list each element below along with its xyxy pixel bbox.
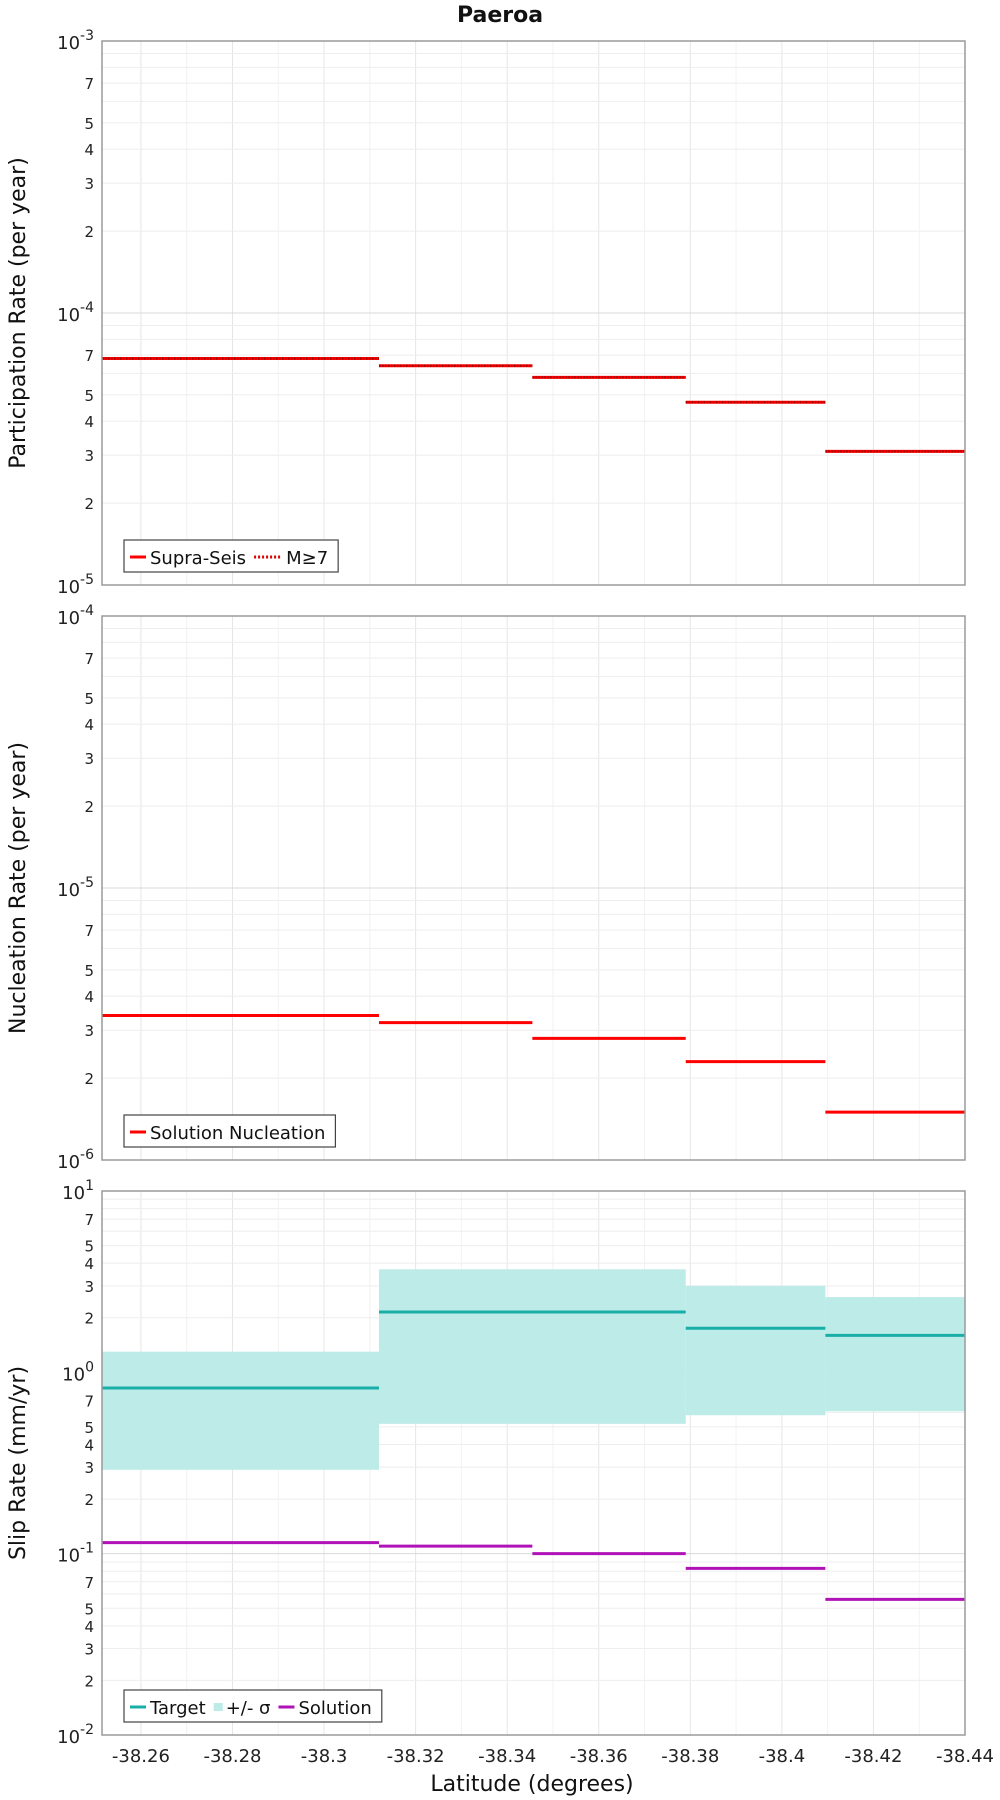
legend-box xyxy=(123,539,339,573)
y-minor-tick-label: 2 xyxy=(84,495,94,513)
sigma-band-segment xyxy=(685,1285,826,1416)
legend-label-item: +/- σ xyxy=(226,1698,271,1719)
plot-frame xyxy=(101,615,966,1161)
y-minor-tick-label: 2 xyxy=(84,1672,94,1690)
panel-1: 10-5 2 3 4 5 7 10-4 2 3 4 5 7 10-3 Participation Rate… xyxy=(6,28,966,598)
x-tick-label: -38.3 xyxy=(301,1746,348,1767)
y-minor-tick-label: 4 xyxy=(84,716,94,734)
y-minor-tick-label: 4 xyxy=(84,988,94,1006)
y-tick-label: 10-4 xyxy=(57,603,94,629)
legend-swatch-item xyxy=(213,1703,223,1711)
y-minor-tick-label: 3 xyxy=(84,1640,94,1658)
y-tick-label: 10-5 xyxy=(57,572,94,598)
y-minor-tick-label: 2 xyxy=(84,1310,94,1328)
y-minor-tick-label: 4 xyxy=(84,141,94,159)
y-minor-tick-label: 7 xyxy=(84,1574,94,1592)
y-minor-tick-label: 4 xyxy=(84,1255,94,1273)
y-minor-tick-label: 2 xyxy=(84,1070,94,1088)
legend-label-target: Target xyxy=(149,1698,206,1719)
chart-title: Paeroa xyxy=(457,3,543,28)
y-minor-tick-label: 2 xyxy=(84,223,94,241)
y-minor-tick-label: 4 xyxy=(84,413,94,431)
y-tick-label: 10-2 xyxy=(57,1722,94,1748)
plot-frame xyxy=(101,1190,966,1736)
panel-2: 10-6 2 3 4 5 7 10-5 2 3 4 5 7 10-4 Nucleation Rate (p… xyxy=(6,603,966,1173)
legend-box xyxy=(123,1689,383,1723)
y-tick-label: 101 xyxy=(62,1178,94,1204)
y-minor-tick-label: 5 xyxy=(84,1600,94,1618)
y-minor-tick-label: 2 xyxy=(84,1491,94,1509)
x-tick-label: -38.26 xyxy=(112,1746,170,1767)
y-minor-tick-label: 3 xyxy=(84,750,94,768)
y-minor-tick-label: 3 xyxy=(84,1022,94,1040)
x-tick-label: -38.28 xyxy=(203,1746,261,1767)
y-tick-label: 10-6 xyxy=(57,1147,94,1173)
y-tick-label: 10-3 xyxy=(57,28,94,54)
y-minor-tick-label: 2 xyxy=(84,798,94,816)
sigma-band-segment xyxy=(825,1297,965,1412)
legend-label-m-7: M≥7 xyxy=(286,548,328,569)
y-minor-tick-label: 3 xyxy=(84,1278,94,1296)
x-tick-label: -38.4 xyxy=(759,1746,806,1767)
x-axis-label: Latitude (degrees) xyxy=(430,1772,633,1797)
y-tick-label: 10-1 xyxy=(57,1541,94,1567)
y-tick-label: 10-4 xyxy=(57,300,94,326)
y-axis-label: Participation Rate (per year) xyxy=(6,157,31,469)
y-minor-tick-label: 5 xyxy=(84,1419,94,1437)
y-minor-tick-label: 7 xyxy=(84,1392,94,1410)
y-minor-tick-label: 3 xyxy=(84,175,94,193)
y-minor-tick-label: 5 xyxy=(84,690,94,708)
x-tick-label: -38.36 xyxy=(570,1746,628,1767)
y-minor-tick-label: 7 xyxy=(84,75,94,93)
y-axis-label: Slip Rate (mm/yr) xyxy=(6,1366,31,1560)
y-minor-tick-label: 7 xyxy=(84,922,94,940)
legend-box xyxy=(123,1114,337,1148)
y-minor-tick-label: 7 xyxy=(84,1211,94,1229)
y-tick-label: 10-5 xyxy=(57,875,94,901)
y-axis-label: Nucleation Rate (per year) xyxy=(6,742,31,1034)
y-minor-tick-label: 3 xyxy=(84,447,94,465)
legend: Target +/- σ Solution xyxy=(123,1689,383,1723)
y-minor-tick-label: 4 xyxy=(84,1436,94,1454)
y-minor-tick-label: 7 xyxy=(84,650,94,668)
legend-label-supra-seis: Supra-Seis xyxy=(150,548,246,569)
y-minor-tick-label: 4 xyxy=(84,1618,94,1636)
x-tick-label: -38.42 xyxy=(844,1746,902,1767)
y-minor-tick-label: 5 xyxy=(84,1238,94,1256)
x-tick-label: -38.32 xyxy=(387,1746,445,1767)
x-tick-label: -38.44 xyxy=(936,1746,994,1767)
legend: Solution Nucleation xyxy=(123,1114,337,1148)
plot-frame xyxy=(101,40,966,586)
y-tick-label: 100 xyxy=(62,1359,94,1385)
x-tick-label: -38.38 xyxy=(661,1746,719,1767)
y-minor-tick-label: 5 xyxy=(84,962,94,980)
y-minor-tick-label: 3 xyxy=(84,1459,94,1477)
sigma-band-segment xyxy=(102,1351,379,1470)
y-minor-tick-label: 5 xyxy=(84,115,94,133)
y-minor-tick-label: 5 xyxy=(84,387,94,405)
x-tick-label: -38.34 xyxy=(478,1746,536,1767)
legend-label-solution: Solution xyxy=(298,1698,371,1719)
legend: Supra-Seis M≥7 xyxy=(123,539,339,573)
legend-label-solution-nucleation: Solution Nucleation xyxy=(150,1123,325,1144)
y-minor-tick-label: 7 xyxy=(84,347,94,365)
sigma-band-segment xyxy=(378,1269,686,1424)
